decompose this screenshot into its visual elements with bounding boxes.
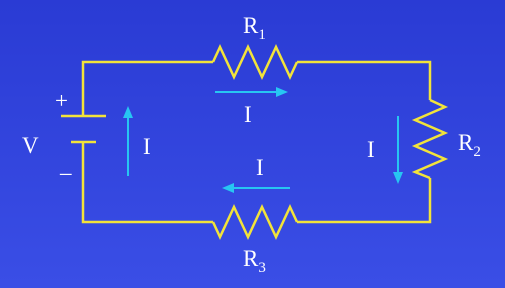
arrowhead: [123, 106, 133, 118]
resistor-r3: [211, 204, 299, 240]
subscript: 2: [473, 144, 481, 160]
symbol: R: [243, 246, 259, 271]
subscript: 1: [258, 27, 266, 43]
wire: [81, 60, 432, 224]
negative-sign: –: [59, 160, 72, 185]
arrowhead: [393, 172, 403, 184]
r3-label: R3: [243, 246, 266, 276]
r2-label: R2: [458, 130, 481, 160]
current-label: I: [256, 155, 264, 180]
r1-label: R1: [243, 13, 266, 43]
resistor-r2: [411, 98, 449, 180]
current-label: I: [367, 137, 375, 162]
symbol: R: [243, 13, 259, 38]
symbol: R: [458, 130, 474, 155]
voltage-label: V: [22, 133, 39, 158]
subscript: 3: [258, 260, 266, 276]
resistor-r1: [211, 44, 299, 80]
current-label: I: [244, 102, 252, 127]
positive-sign: +: [55, 88, 68, 113]
arrowhead: [276, 87, 288, 97]
current-label: I: [143, 134, 151, 159]
arrowhead: [222, 183, 234, 193]
